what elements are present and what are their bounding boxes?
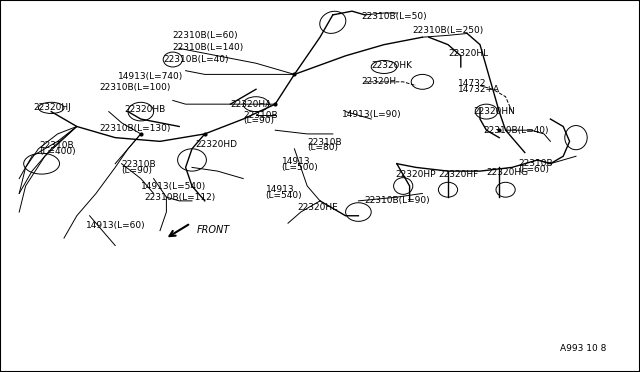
Text: (L=540): (L=540) bbox=[266, 191, 302, 200]
Text: 22310B(L=250): 22310B(L=250) bbox=[413, 26, 484, 35]
Text: 22310B: 22310B bbox=[307, 138, 342, 147]
Text: 22320HG: 22320HG bbox=[486, 169, 529, 177]
Ellipse shape bbox=[412, 74, 434, 89]
Text: 22320HJ: 22320HJ bbox=[33, 103, 71, 112]
Ellipse shape bbox=[163, 52, 182, 67]
Text: 14913(L=540): 14913(L=540) bbox=[141, 182, 206, 191]
Text: 22310B: 22310B bbox=[40, 141, 74, 150]
Text: 22310B(L=100): 22310B(L=100) bbox=[99, 83, 171, 92]
Ellipse shape bbox=[394, 177, 413, 195]
Ellipse shape bbox=[178, 149, 206, 171]
Ellipse shape bbox=[475, 104, 498, 119]
Ellipse shape bbox=[438, 182, 458, 197]
Ellipse shape bbox=[346, 203, 371, 221]
Circle shape bbox=[24, 153, 60, 174]
Text: 22320H: 22320H bbox=[362, 77, 397, 86]
Text: 22310B(L=60): 22310B(L=60) bbox=[173, 31, 239, 40]
Text: 22310B(L=50): 22310B(L=50) bbox=[362, 12, 428, 21]
Ellipse shape bbox=[243, 97, 269, 112]
Text: 22320HL: 22320HL bbox=[448, 49, 488, 58]
Text: (L=60): (L=60) bbox=[518, 165, 549, 174]
Text: (L=90): (L=90) bbox=[122, 166, 152, 174]
Text: 14732+A: 14732+A bbox=[458, 85, 500, 94]
Text: A993 10 8: A993 10 8 bbox=[560, 344, 606, 353]
Ellipse shape bbox=[371, 61, 397, 74]
Text: 22320HN: 22320HN bbox=[474, 107, 515, 116]
Ellipse shape bbox=[564, 126, 588, 150]
Text: 14913: 14913 bbox=[282, 157, 310, 166]
Text: FRONT: FRONT bbox=[197, 225, 230, 235]
Text: (L=500): (L=500) bbox=[282, 163, 318, 172]
Text: 22320HP: 22320HP bbox=[396, 170, 436, 179]
Text: 22320HB: 22320HB bbox=[125, 105, 166, 114]
Text: 14913(L=740): 14913(L=740) bbox=[118, 72, 184, 81]
Text: 22310B: 22310B bbox=[518, 159, 553, 168]
Text: 14913(L=90): 14913(L=90) bbox=[342, 110, 402, 119]
Ellipse shape bbox=[320, 11, 346, 33]
Text: (L=400): (L=400) bbox=[40, 147, 76, 156]
Text: 22310B(L=40): 22310B(L=40) bbox=[483, 126, 548, 135]
Text: 14913(L=60): 14913(L=60) bbox=[86, 221, 146, 230]
Ellipse shape bbox=[496, 182, 515, 197]
Text: 14732: 14732 bbox=[458, 79, 486, 88]
Text: 22320HA: 22320HA bbox=[230, 100, 271, 109]
Text: 22310B(L=40): 22310B(L=40) bbox=[163, 55, 228, 64]
Text: 22320HK: 22320HK bbox=[371, 61, 412, 70]
Text: (L=90): (L=90) bbox=[243, 116, 274, 125]
Text: 14913: 14913 bbox=[266, 185, 294, 194]
Text: 22320HE: 22320HE bbox=[298, 203, 339, 212]
Ellipse shape bbox=[128, 102, 154, 121]
Text: 22320HD: 22320HD bbox=[195, 140, 237, 149]
Text: 22310B: 22310B bbox=[122, 160, 156, 169]
Text: 22310B(L=140): 22310B(L=140) bbox=[173, 43, 244, 52]
Text: 22310B(L=130): 22310B(L=130) bbox=[99, 124, 171, 133]
Text: 22310B(L=90): 22310B(L=90) bbox=[365, 196, 431, 205]
Text: 22320HF: 22320HF bbox=[438, 170, 479, 179]
Ellipse shape bbox=[38, 102, 64, 113]
Text: (L=80): (L=80) bbox=[307, 143, 338, 152]
Text: 22310B: 22310B bbox=[243, 111, 278, 120]
Text: 22310B(L=112): 22310B(L=112) bbox=[144, 193, 215, 202]
